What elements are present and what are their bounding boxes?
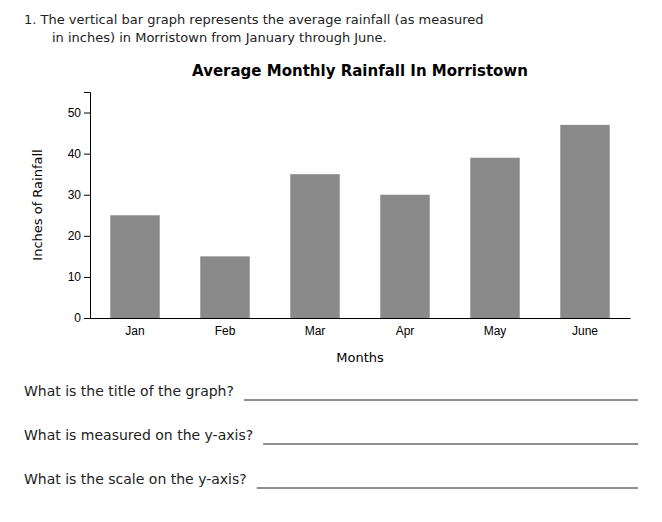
header-text: in inches) in Morristown from January th… (52, 30, 387, 45)
y-tick-label: 40 (68, 147, 82, 161)
x-tick: June (572, 324, 598, 338)
y-tick-mark (84, 236, 90, 237)
bar (200, 256, 250, 318)
y-axis-line (84, 93, 91, 319)
y-tick-mark (84, 318, 90, 319)
x-tick: Mar (305, 324, 326, 338)
y-tick-mark (84, 195, 90, 196)
y-tick: 0 (74, 311, 90, 325)
x-tick-label: Apr (396, 324, 415, 338)
answer-line (263, 444, 638, 445)
x-tick: Jan (125, 324, 144, 338)
y-tick: 10 (68, 270, 90, 284)
answer-line (244, 400, 638, 401)
bar (380, 195, 430, 318)
x-tick: Apr (396, 324, 415, 338)
y-tick-label: 30 (68, 188, 82, 202)
question-text: What is the title of the graph? (24, 383, 234, 399)
y-axis-title: Inches of Rainfall (30, 149, 45, 260)
x-axis: Jan Feb Mar Apr May June (91, 319, 631, 338)
x-tick: Feb (215, 324, 236, 338)
bar (290, 174, 340, 318)
x-tick-label: June (572, 324, 598, 338)
x-tick-label: Feb (215, 324, 236, 338)
x-tick-label: Mar (305, 324, 326, 338)
question-text: What is measured on the y-axis? (24, 427, 253, 443)
y-tick: 50 (68, 106, 90, 120)
y-tick-label: 0 (74, 311, 81, 325)
x-tick-label: May (484, 324, 507, 338)
bar (560, 125, 610, 318)
y-tick: 40 (68, 147, 90, 161)
bar (470, 158, 520, 318)
y-tick: 20 (68, 229, 90, 243)
y-axis: 0 10 20 30 40 50 (68, 93, 91, 326)
chart-svg: 1. The vertical bar graph represents the… (0, 0, 662, 522)
bar (110, 215, 160, 318)
chart-title: Average Monthly Rainfall In Morristown (192, 62, 528, 80)
x-axis-title: Months (336, 350, 384, 365)
annotations: 1. The vertical bar graph represents the… (24, 12, 638, 488)
x-axis-line (91, 318, 631, 319)
plot: Jan Feb Mar Apr May June 0 10 20 30 40 50 (68, 93, 631, 338)
answer-line (257, 488, 638, 489)
y-tick-label: 50 (68, 106, 82, 120)
bars (110, 125, 610, 318)
y-tick-mark (84, 277, 90, 278)
y-tick-mark (84, 113, 90, 114)
question-text: What is the scale on the y-axis? (24, 471, 247, 487)
header-text: 1. The vertical bar graph represents the… (24, 12, 483, 27)
x-tick: May (484, 324, 507, 338)
y-tick-label: 10 (68, 270, 82, 284)
y-tick: 30 (68, 188, 90, 202)
y-tick-label: 20 (68, 229, 82, 243)
y-tick-mark (84, 154, 90, 155)
x-tick-label: Jan (125, 324, 144, 338)
